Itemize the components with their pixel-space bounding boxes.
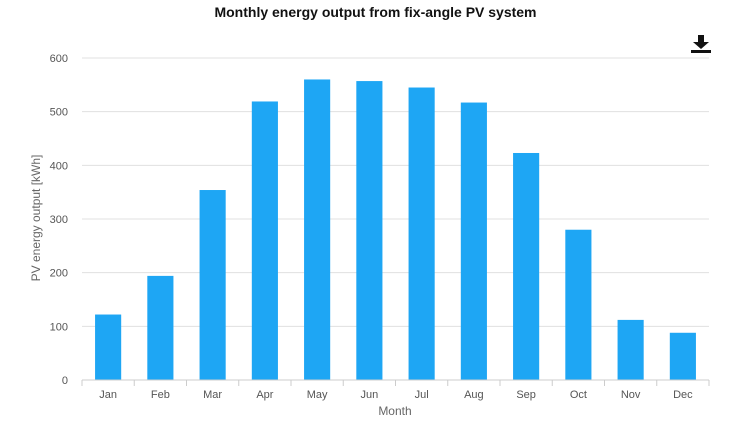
bar-nov[interactable] <box>617 319 644 380</box>
y-axis-title: PV energy output [kWh] <box>29 155 43 282</box>
bar-apr[interactable] <box>251 101 278 380</box>
x-tick-label: May <box>307 389 328 401</box>
bar-mar[interactable] <box>199 190 226 380</box>
x-tick-label: Jul <box>415 389 429 401</box>
download-icon <box>691 35 711 53</box>
y-tick-label: 600 <box>50 53 68 65</box>
x-tick-label: Mar <box>203 389 222 401</box>
bar-jan[interactable] <box>95 314 122 380</box>
bar-aug[interactable] <box>460 102 487 380</box>
chart-title: Monthly energy output from fix-angle PV … <box>214 4 537 20</box>
x-tick-label: Jun <box>361 389 379 401</box>
x-tick-label: Oct <box>570 389 587 401</box>
x-tick-label: Dec <box>673 389 693 401</box>
x-axis: Jan Feb Mar Apr May Jun Jul Aug Sep Oct Nov Dec <box>81 379 710 401</box>
y-tick-label: 400 <box>50 160 68 172</box>
bar-dec[interactable] <box>669 332 696 380</box>
x-tick-label: Feb <box>151 389 170 401</box>
y-tick-label: 200 <box>50 268 68 280</box>
x-tick-label: Aug <box>464 389 484 401</box>
y-tick-label: 100 <box>50 321 68 333</box>
bar-jul[interactable] <box>408 87 435 381</box>
bar-sep[interactable] <box>513 152 540 380</box>
y-tick-label: 300 <box>50 214 68 226</box>
x-tick-label: Nov <box>621 389 641 401</box>
y-tick-label: 500 <box>50 107 68 119</box>
x-tick-label: Jan <box>99 389 117 401</box>
grid-lines <box>82 57 709 381</box>
y-tick-label: 0 <box>62 375 68 387</box>
y-axis: 0 100 200 300 400 500 600 <box>50 53 68 387</box>
bar-may[interactable] <box>304 79 331 380</box>
bars <box>95 79 696 381</box>
x-tick-label: Apr <box>256 389 273 401</box>
bar-feb[interactable] <box>147 275 174 380</box>
download-button[interactable] <box>690 34 712 54</box>
bar-oct[interactable] <box>565 229 592 380</box>
x-tick-label: Sep <box>516 389 536 401</box>
x-axis-title: Month <box>378 404 411 418</box>
bar-jun[interactable] <box>356 81 383 381</box>
